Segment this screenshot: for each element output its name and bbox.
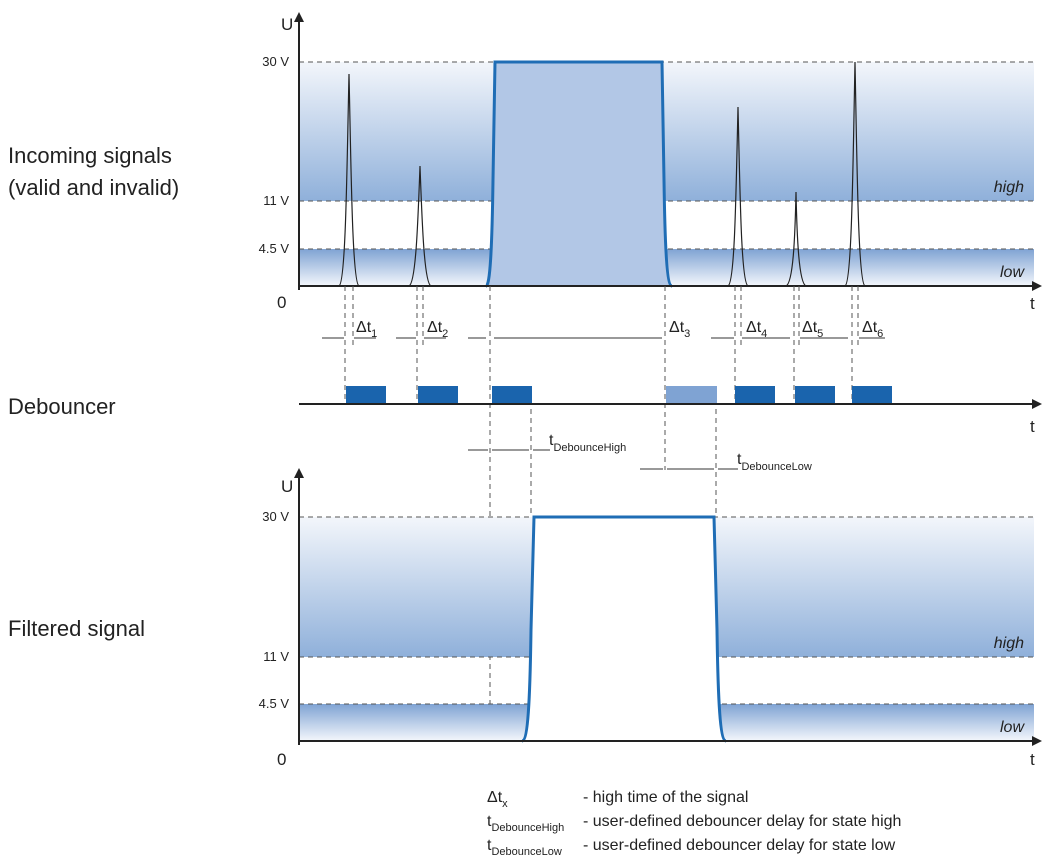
t-debounce-high-label: tDebounceHigh xyxy=(549,432,626,454)
incoming-signals-sublabel: (valid and invalid) xyxy=(8,175,179,200)
spike-1 xyxy=(338,73,360,287)
debounce-block-1 xyxy=(346,386,386,404)
zone-high-label-1: high xyxy=(994,179,1024,196)
legend-desc-debounce-low: - user-defined debouncer delay for state… xyxy=(583,837,896,854)
tick-30v-2: 30 V xyxy=(262,509,289,524)
valid-signal-line xyxy=(484,60,673,288)
debounce-block-7 xyxy=(852,386,892,404)
debounce-block-5 xyxy=(735,386,775,404)
tick-4-5v-2: 4.5 V xyxy=(259,696,290,711)
legend-symbol-delta: Δtx xyxy=(487,789,508,810)
filtered-signal-line xyxy=(521,515,727,743)
valid-signal-fill xyxy=(486,62,672,286)
debounce-block-4 xyxy=(666,386,717,404)
zone-low-label-1: low xyxy=(1000,264,1025,281)
filtered-panel: U 30 V 11 V 4.5 V 0 t high low xyxy=(259,468,1042,769)
origin-label-2: 0 xyxy=(277,750,286,769)
zone-low-label-2: low xyxy=(1000,719,1025,736)
incoming-signals-label: Incoming signals xyxy=(8,143,172,168)
spike-3 xyxy=(727,106,749,287)
spike-4 xyxy=(785,191,807,287)
delta-t5-label: Δt5 xyxy=(802,319,823,340)
debounce-block-6 xyxy=(795,386,835,404)
legend-desc-debounce-high: - user-defined debouncer delay for state… xyxy=(583,813,901,830)
legend-desc-delta: - high time of the signal xyxy=(583,789,748,806)
tick-4-5v-1: 4.5 V xyxy=(259,241,290,256)
delta-labels: Δt1 Δt2 Δt3 Δt4 Δt5 Δt6 xyxy=(356,319,883,340)
debounce-block-2 xyxy=(418,386,458,404)
tick-11v-2: 11 V xyxy=(263,649,289,664)
t-debounce-low-label: tDebounceLow xyxy=(737,451,812,473)
spike-2 xyxy=(408,165,432,287)
legend-symbol-debounce-low: tDebounceLow xyxy=(487,837,562,858)
debouncer-label: Debouncer xyxy=(8,394,116,419)
delta-t2-label: Δt2 xyxy=(427,319,448,340)
delta-t6-label: Δt6 xyxy=(862,319,883,340)
legend-symbol-debounce-high: tDebounceHigh xyxy=(487,813,564,834)
delta-t4-label: Δt4 xyxy=(746,319,767,340)
filtered-signal-fill xyxy=(522,517,726,741)
delta-t1-label: Δt1 xyxy=(356,319,377,340)
delta-t3-label: Δt3 xyxy=(669,319,690,340)
tick-30v-1: 30 V xyxy=(262,54,289,69)
u-axis-label-2: U xyxy=(281,477,293,496)
zone-high-label-2: high xyxy=(994,635,1024,652)
filtered-signal-label: Filtered signal xyxy=(8,616,145,641)
legend: Δtx - high time of the signal tDebounceH… xyxy=(487,789,901,858)
origin-label-1: 0 xyxy=(277,293,286,312)
tick-11v-1: 11 V xyxy=(263,193,289,208)
debouncer-panel: t tDebounceHigh tDebounceLow xyxy=(299,386,1042,473)
t-axis-label-debouncer: t xyxy=(1030,417,1035,436)
t-axis-label-2: t xyxy=(1030,750,1035,769)
high-zone-band xyxy=(299,62,1034,201)
t-axis-label-1: t xyxy=(1030,294,1035,313)
debounce-block-3 xyxy=(492,386,532,404)
projection-guides xyxy=(344,286,859,745)
spike-5 xyxy=(844,61,866,287)
incoming-panel: U 30 V 11 V 4.5 V 0 t high low xyxy=(259,12,1042,313)
u-axis-label-1: U xyxy=(281,15,293,34)
